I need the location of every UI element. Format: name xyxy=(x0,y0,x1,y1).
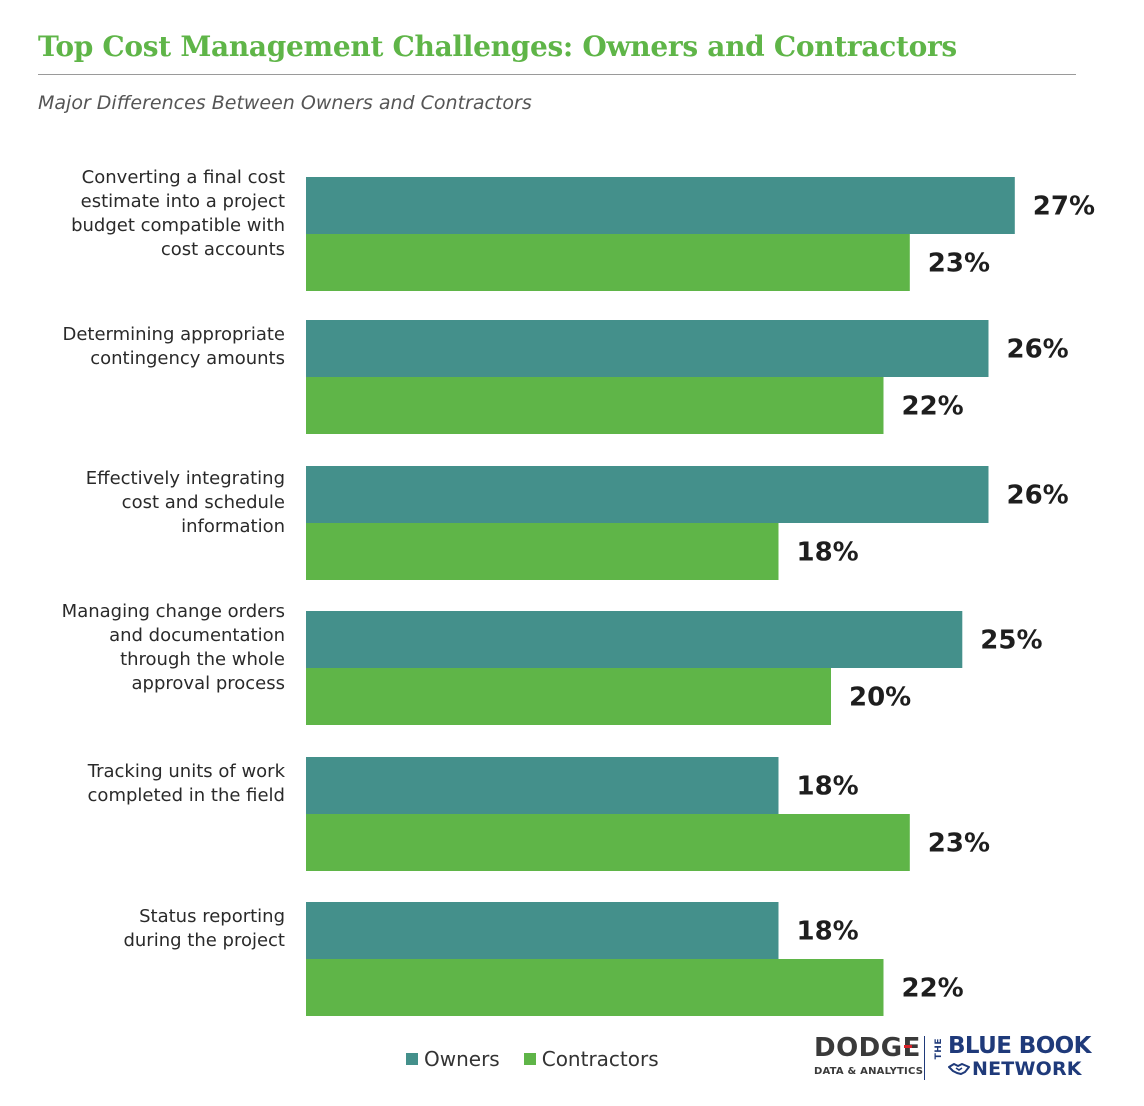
category-label-line: and documentation xyxy=(109,625,285,646)
value-label-contractors: 23% xyxy=(928,829,990,859)
logo-divider xyxy=(924,1036,925,1080)
title-divider xyxy=(38,74,1076,75)
bar-contractors xyxy=(306,814,910,871)
category-label: Status reporting during the project xyxy=(123,906,285,951)
category-label-line: Managing change orders xyxy=(62,601,285,622)
value-label-owners: 27% xyxy=(1033,192,1095,222)
category-label: Managing change orders and documentation t… xyxy=(62,601,285,694)
bar-owners xyxy=(306,177,1015,234)
dodge-logo-subtitle: DATA & ANALYTICS xyxy=(814,1066,924,1077)
category-label: Effectively integrating cost and schedule… xyxy=(86,468,285,537)
category-label-line: during the project xyxy=(123,930,285,951)
category-label-line: Converting a final cost xyxy=(82,167,285,188)
legend-label-contractors: Contractors xyxy=(541,1047,659,1071)
value-label-contractors: 22% xyxy=(902,392,964,422)
handshake-icon xyxy=(948,1063,970,1075)
legend: Owners Contractors xyxy=(406,1047,683,1071)
category-label: Converting a final cost estimate into a p… xyxy=(71,167,285,260)
category-label-line: through the whole xyxy=(120,649,285,670)
category-label-line: Status reporting xyxy=(139,906,285,927)
bar-contractors xyxy=(306,523,779,580)
publisher-logos: DODGE DATA & ANALYTICS THE BLUE BOOK NET… xyxy=(814,1034,1104,1082)
bar-owners xyxy=(306,320,989,377)
bar-contractors xyxy=(306,234,910,291)
dodge-logo-accent xyxy=(904,1045,912,1048)
category-label: Tracking units of work completed in the f… xyxy=(87,761,286,806)
bar-owners xyxy=(306,611,963,668)
chart-title: Top Cost Management Challenges: Owners a… xyxy=(38,30,957,63)
legend-item-owners: Owners xyxy=(406,1047,500,1071)
legend-swatch-contractors xyxy=(523,1053,536,1065)
value-label-owners: 26% xyxy=(1007,335,1069,365)
dodge-logo: DODGE DATA & ANALYTICS xyxy=(814,1033,924,1077)
bar-owners xyxy=(306,902,779,959)
bar-chart: Converting a final cost estimate into a p… xyxy=(62,167,1095,1016)
bar-owners xyxy=(306,757,779,814)
bar-contractors xyxy=(306,959,884,1016)
bbn-logo-line2: NETWORK xyxy=(972,1058,1082,1080)
value-label-owners: 25% xyxy=(980,626,1042,656)
value-label-contractors: 23% xyxy=(928,249,990,279)
category-label: Determining appropriate contingency amoun… xyxy=(62,324,285,369)
legend-label-owners: Owners xyxy=(424,1047,500,1071)
value-label-contractors: 22% xyxy=(902,974,964,1004)
category-label-line: cost and schedule xyxy=(122,492,285,513)
bar-owners xyxy=(306,466,989,523)
category-label-line: information xyxy=(181,516,285,537)
chart-subtitle: Major Differences Between Owners and Con… xyxy=(38,92,532,114)
value-label-owners: 18% xyxy=(797,772,859,802)
bar-contractors xyxy=(306,377,884,434)
value-label-contractors: 20% xyxy=(849,683,911,713)
value-label-owners: 26% xyxy=(1007,481,1069,511)
bbn-logo-the: THE xyxy=(934,1038,944,1060)
category-label-line: Effectively integrating xyxy=(86,468,285,489)
category-label-line: estimate into a project xyxy=(81,191,285,212)
bbn-logo-line1: BLUE BOOK xyxy=(948,1033,1091,1059)
category-label-line: completed in the field xyxy=(88,785,285,806)
category-label-line: approval process xyxy=(132,673,285,694)
legend-swatch-owners xyxy=(406,1053,418,1065)
legend-item-contractors: Contractors xyxy=(523,1047,659,1071)
category-label-line: Determining appropriate xyxy=(62,324,285,345)
bar-contractors xyxy=(306,668,831,725)
dodge-logo-word: DODGE xyxy=(814,1033,921,1063)
blue-book-network-logo: THE BLUE BOOK NETWORK xyxy=(934,1034,1104,1082)
category-label-line: Tracking units of work xyxy=(87,761,286,782)
category-label-line: budget compatible with xyxy=(71,215,285,236)
value-label-contractors: 18% xyxy=(797,538,859,568)
category-label-line: contingency amounts xyxy=(90,348,285,369)
category-label-line: cost accounts xyxy=(161,239,285,260)
value-label-owners: 18% xyxy=(797,917,859,947)
